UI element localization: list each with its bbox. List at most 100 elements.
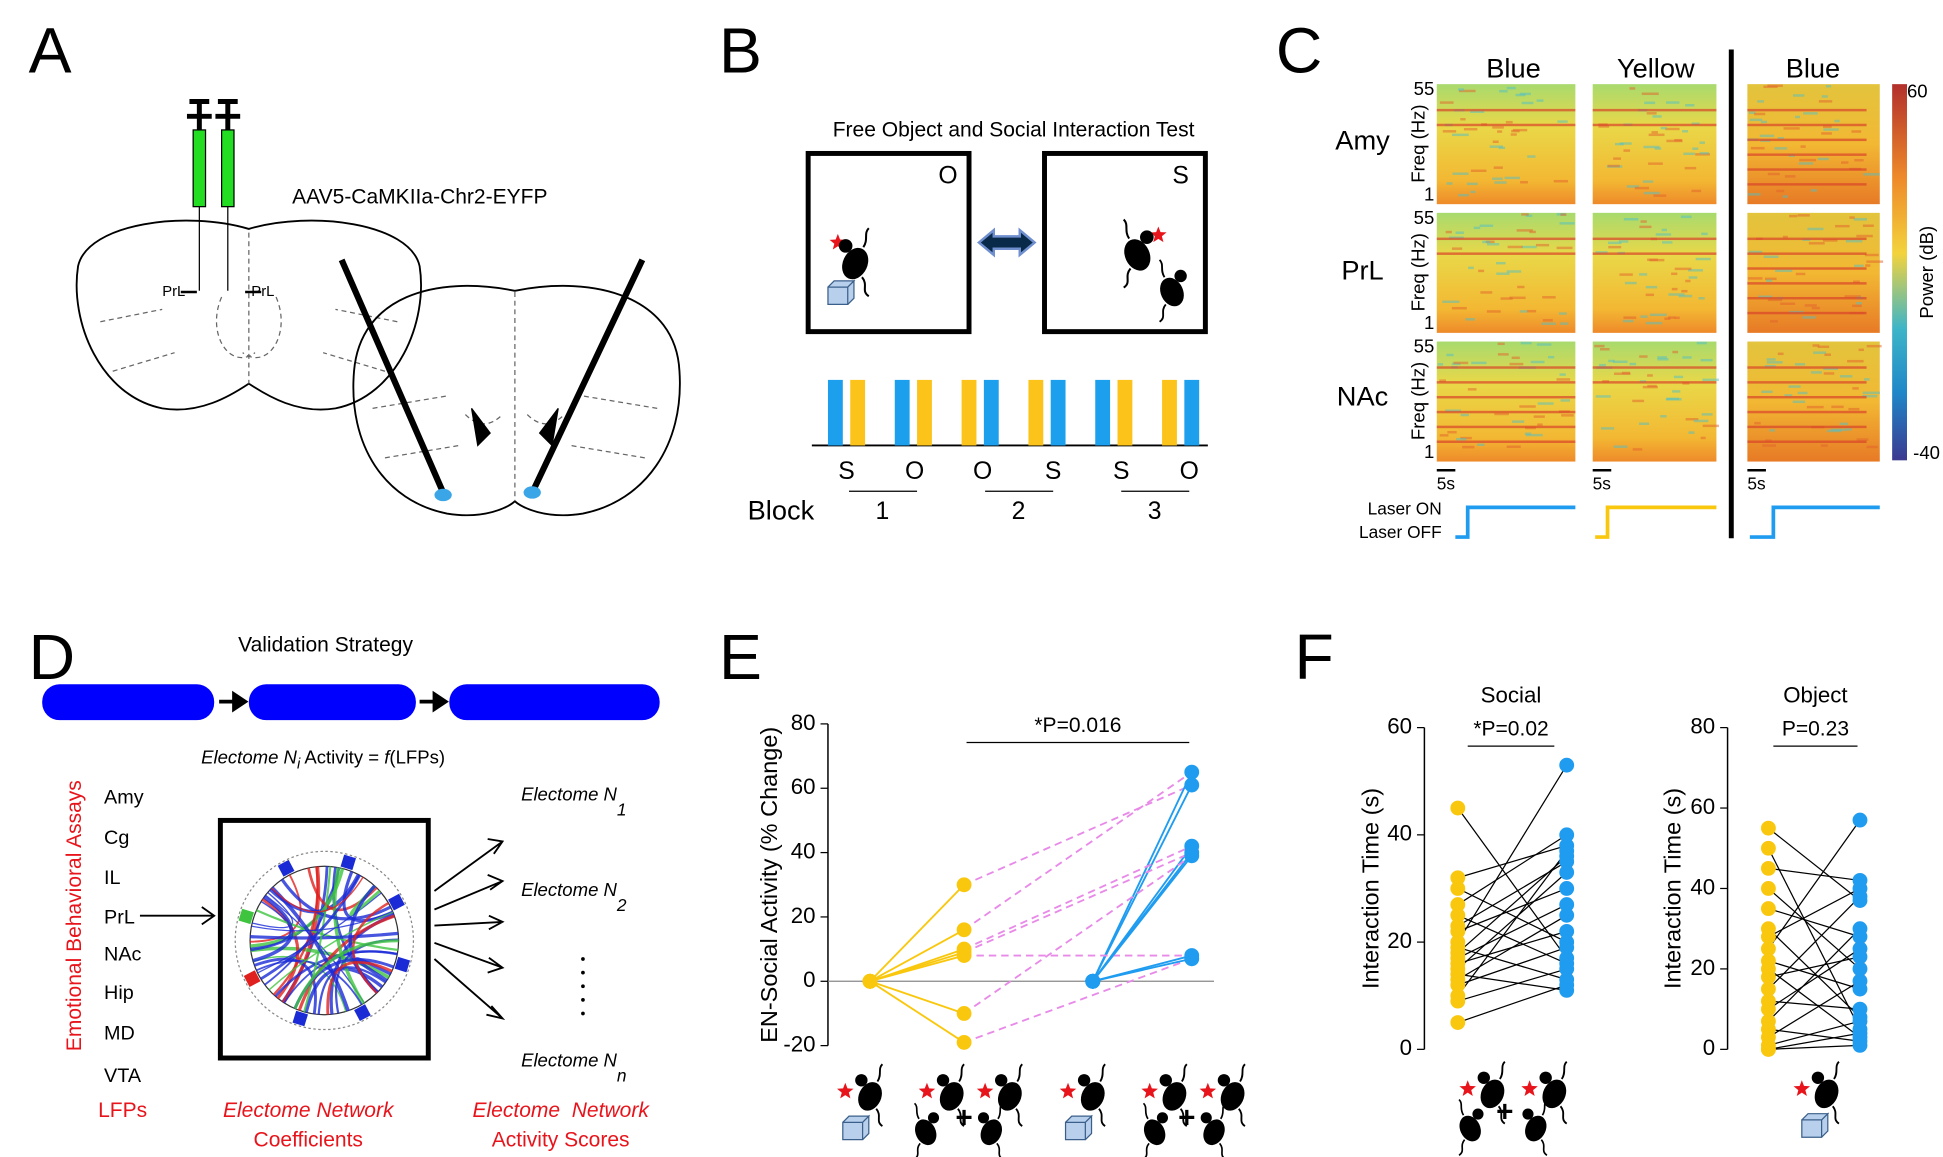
panel-label: C bbox=[1276, 15, 1322, 87]
freq-label: Freq (Hz) bbox=[1407, 233, 1428, 311]
spectrogram-noise bbox=[1608, 245, 1622, 249]
session-bar bbox=[1117, 379, 1133, 446]
colorbar-tick: -40 bbox=[1913, 442, 1940, 463]
data-point bbox=[1760, 929, 1776, 945]
spectrogram-noise bbox=[1451, 247, 1463, 250]
icon-text: + bbox=[955, 1102, 972, 1135]
spectrogram-noise bbox=[1672, 350, 1679, 354]
spectrogram-noise bbox=[1646, 112, 1657, 115]
spectrogram-noise bbox=[1657, 358, 1669, 361]
spectrogram-noise bbox=[1506, 445, 1521, 448]
cube bbox=[1801, 1112, 1830, 1138]
session-label: O bbox=[973, 458, 992, 485]
spectrogram-noise bbox=[1668, 316, 1676, 319]
block-number: 1 bbox=[876, 498, 890, 525]
chord bbox=[303, 866, 332, 1013]
spectrogram-noise bbox=[1821, 132, 1832, 135]
spectrogram-noise bbox=[1527, 155, 1536, 158]
spectrogram-noise bbox=[1520, 341, 1532, 345]
spectrogram-noise bbox=[1701, 232, 1708, 236]
spectrogram-noise bbox=[1442, 300, 1460, 304]
spectrogram-noise bbox=[1664, 317, 1671, 320]
data-point bbox=[1852, 973, 1868, 989]
spectrogram-noise bbox=[1622, 319, 1634, 323]
spectrogram-noise bbox=[1516, 229, 1533, 232]
mouse-tail bbox=[1497, 1105, 1506, 1125]
spectrogram-noise bbox=[1863, 173, 1880, 176]
star bbox=[1793, 1080, 1811, 1096]
mouse-icon bbox=[913, 1102, 940, 1157]
pair-link bbox=[1457, 984, 1567, 1024]
chord-ring bbox=[234, 850, 415, 1031]
pair-link bbox=[1768, 1032, 1861, 1050]
pair-link bbox=[963, 851, 1193, 954]
spectrogram-noise bbox=[1685, 279, 1691, 283]
spectrogram-noise bbox=[1598, 125, 1610, 128]
pair-link bbox=[1768, 887, 1861, 938]
spectrogram-noise bbox=[1701, 413, 1713, 416]
freq-label: Freq (Hz) bbox=[1407, 104, 1428, 182]
stage bbox=[449, 684, 660, 721]
data-point bbox=[1450, 881, 1466, 896]
session-bar bbox=[827, 379, 843, 446]
spectrogram-noise bbox=[1683, 152, 1696, 156]
y-tick-label: 40 bbox=[1387, 821, 1412, 846]
spectrogram-noise bbox=[1794, 363, 1806, 366]
score-label: Activity Scores bbox=[492, 1128, 630, 1151]
row-label: PrL bbox=[1341, 254, 1383, 285]
spectrogram-noise bbox=[1671, 272, 1678, 276]
spectrogram-noise bbox=[1519, 405, 1536, 408]
pair-link bbox=[1092, 855, 1193, 982]
stage bbox=[248, 684, 416, 721]
output-name: Electome N bbox=[521, 784, 617, 805]
scale-label: 5s bbox=[1593, 474, 1612, 494]
spectrogram-noise bbox=[1852, 387, 1859, 390]
freq-tick: 1 bbox=[1424, 312, 1434, 333]
data-point bbox=[1852, 1037, 1868, 1053]
spectrogram-noise bbox=[1777, 352, 1784, 356]
spectrogram-noise bbox=[1698, 297, 1705, 300]
spectrogram-noise bbox=[1866, 344, 1882, 348]
spectrogram-noise bbox=[1776, 189, 1785, 193]
column-header: Blue bbox=[1786, 53, 1840, 84]
column-header: Yellow bbox=[1617, 53, 1695, 84]
spectrogram-noise bbox=[1614, 142, 1624, 146]
mouse-icon bbox=[838, 227, 870, 298]
y-tick-label: 60 bbox=[1387, 714, 1412, 739]
spectrogram-noise bbox=[1506, 270, 1522, 273]
spectrogram-line bbox=[1747, 296, 1867, 300]
spectrogram-noise bbox=[1823, 128, 1839, 131]
data-point bbox=[1760, 840, 1776, 856]
data-point bbox=[1760, 881, 1776, 896]
mouse-head bbox=[1522, 1108, 1534, 1120]
spectrogram-noise bbox=[1497, 353, 1509, 356]
spectrogram-noise bbox=[1777, 136, 1784, 140]
spectrogram-noise bbox=[1846, 428, 1852, 431]
spectrogram-noise bbox=[1515, 93, 1526, 97]
chord bbox=[326, 960, 393, 1015]
mouse-tail bbox=[1499, 1061, 1506, 1080]
spectrogram-noise bbox=[1699, 151, 1709, 155]
spectrogram-noise bbox=[1749, 118, 1763, 122]
spectrogram-noise bbox=[1760, 120, 1768, 124]
spectrogram-noise bbox=[1640, 220, 1647, 223]
region-label: PrL bbox=[251, 284, 274, 300]
spectrogram-noise bbox=[1655, 233, 1672, 236]
spectrogram-line bbox=[1747, 366, 1867, 369]
pair-link bbox=[1767, 928, 1861, 1022]
spectrogram-noise bbox=[1521, 213, 1529, 216]
mouse-body bbox=[1525, 1115, 1547, 1142]
spectrogram-noise bbox=[1509, 296, 1526, 300]
spectrogram-noise bbox=[1798, 162, 1814, 165]
spectrogram-noise bbox=[1702, 424, 1719, 428]
pair-link bbox=[1767, 847, 1861, 1030]
mouse-tail bbox=[1219, 1102, 1226, 1120]
probe bbox=[338, 258, 446, 494]
laser-on: Laser ON bbox=[1368, 498, 1442, 518]
spectrogram-noise bbox=[1810, 189, 1817, 192]
spectrogram-line bbox=[1747, 267, 1867, 270]
panel-title: Validation Strategy bbox=[238, 634, 413, 657]
spectrogram-noise bbox=[1632, 448, 1643, 451]
spectrogram-noise bbox=[1688, 276, 1698, 279]
spectrogram-noise bbox=[1482, 240, 1491, 244]
